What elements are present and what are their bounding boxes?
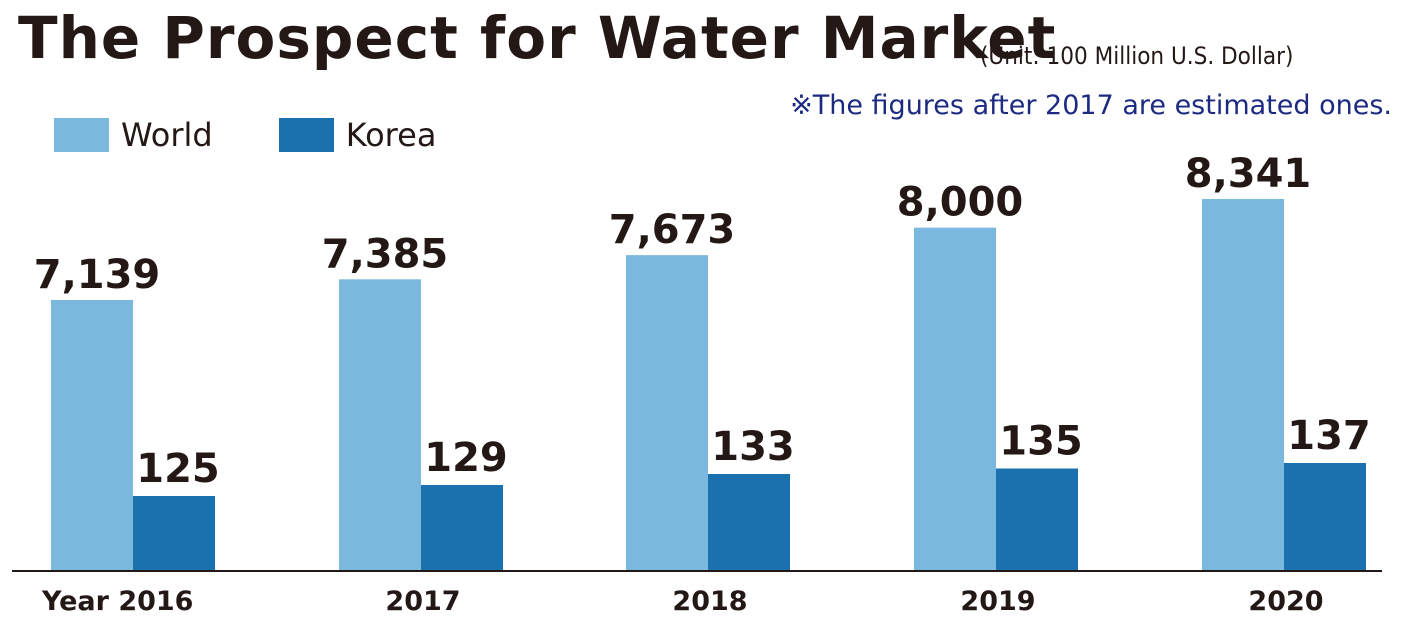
x-tick-label: 2020 (1248, 586, 1323, 617)
bar-world (626, 255, 708, 572)
legend: World Korea (54, 116, 502, 154)
data-label-korea: 125 (136, 446, 220, 492)
estimate-note: ※The figures after 2017 are estimated on… (790, 90, 1392, 121)
legend-label-world: World (121, 116, 213, 154)
legend-label-korea: Korea (345, 116, 437, 154)
bar-korea (421, 485, 503, 571)
data-label-world: 7,385 (322, 231, 449, 277)
x-tick-label: 2018 (672, 586, 747, 617)
bar-korea (996, 468, 1078, 571)
legend-item-world: World (54, 116, 213, 154)
legend-swatch-world (54, 118, 109, 152)
bar-world (1202, 199, 1284, 571)
x-tick-label: 2017 (385, 586, 460, 617)
chart-title: The Prospect for Water Market (18, 4, 1057, 72)
bar-world (51, 300, 133, 571)
data-label-korea: 135 (999, 419, 1083, 465)
bar-korea (1284, 463, 1366, 571)
x-tick-label: 2019 (960, 586, 1035, 617)
data-label-world: 8,000 (897, 180, 1024, 226)
bar-korea (708, 474, 790, 571)
data-label-korea: 133 (711, 424, 795, 470)
data-label-korea: 129 (424, 435, 508, 481)
data-label-world: 8,341 (1185, 151, 1312, 197)
data-label-korea: 137 (1287, 413, 1371, 459)
data-label-world: 7,673 (609, 207, 736, 253)
data-label-world: 7,139 (34, 252, 161, 298)
legend-swatch-korea (278, 118, 334, 152)
bar-world (339, 279, 421, 571)
x-tick-label: Year 2016 (41, 586, 193, 617)
legend-item-korea: Korea (278, 116, 437, 154)
bar-korea (133, 496, 215, 571)
bar-world (914, 227, 996, 571)
unit-note: (Unit: 100 Million U.S. Dollar) (980, 42, 1294, 70)
